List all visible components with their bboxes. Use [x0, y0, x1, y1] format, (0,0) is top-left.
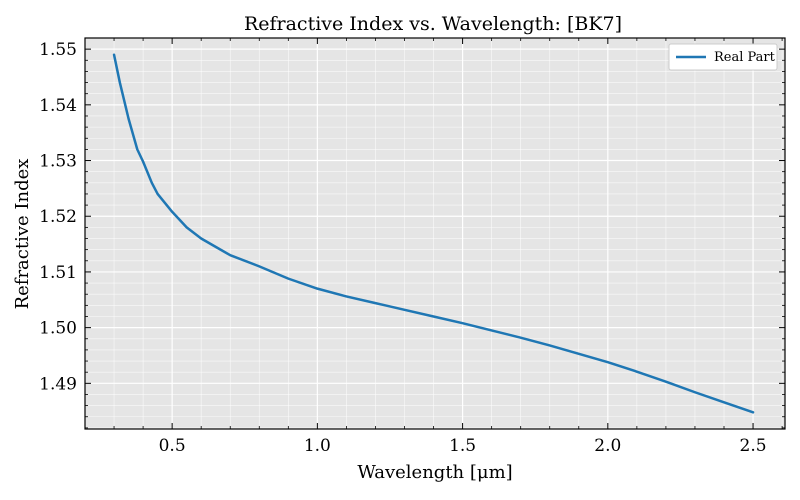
tick-layer: 0.5 1.0 1.5 2.0 2.5 1.49 1.50 1.51 1.52 1.53 1.54 1… — [39, 38, 785, 456]
y-tick-label: 1.52 — [39, 207, 77, 227]
x-axis-label: Wavelength [μm] — [357, 462, 512, 483]
series-line-real-part — [112, 53, 755, 414]
x-tick-label: 1.5 — [449, 436, 476, 456]
plot-background — [85, 38, 785, 429]
plot-frame — [84, 37, 786, 430]
legend: Real Part — [668, 43, 778, 71]
y-tick-label: 1.53 — [39, 152, 77, 172]
y-tick-label: 1.54 — [39, 96, 77, 116]
y-tick-label: 1.50 — [39, 319, 77, 339]
legend-label-real-part: Real Part — [714, 50, 776, 65]
y-tick-label: 1.55 — [39, 40, 77, 60]
x-tick-label: 1.0 — [304, 436, 331, 456]
x-tick-label: 2.0 — [594, 436, 621, 456]
x-tick-label: 0.5 — [159, 436, 186, 456]
x-tick-label: 2.5 — [740, 436, 767, 456]
y-tick-label: 1.49 — [39, 374, 77, 394]
grid-layer — [85, 38, 785, 429]
y-axis-label: Refractive Index — [12, 159, 33, 310]
chart-title: Refractive Index vs. Wavelength: [BK7] — [244, 13, 622, 35]
series-layer — [112, 53, 755, 414]
legend-box — [668, 43, 778, 71]
y-tick-label: 1.51 — [39, 263, 77, 283]
